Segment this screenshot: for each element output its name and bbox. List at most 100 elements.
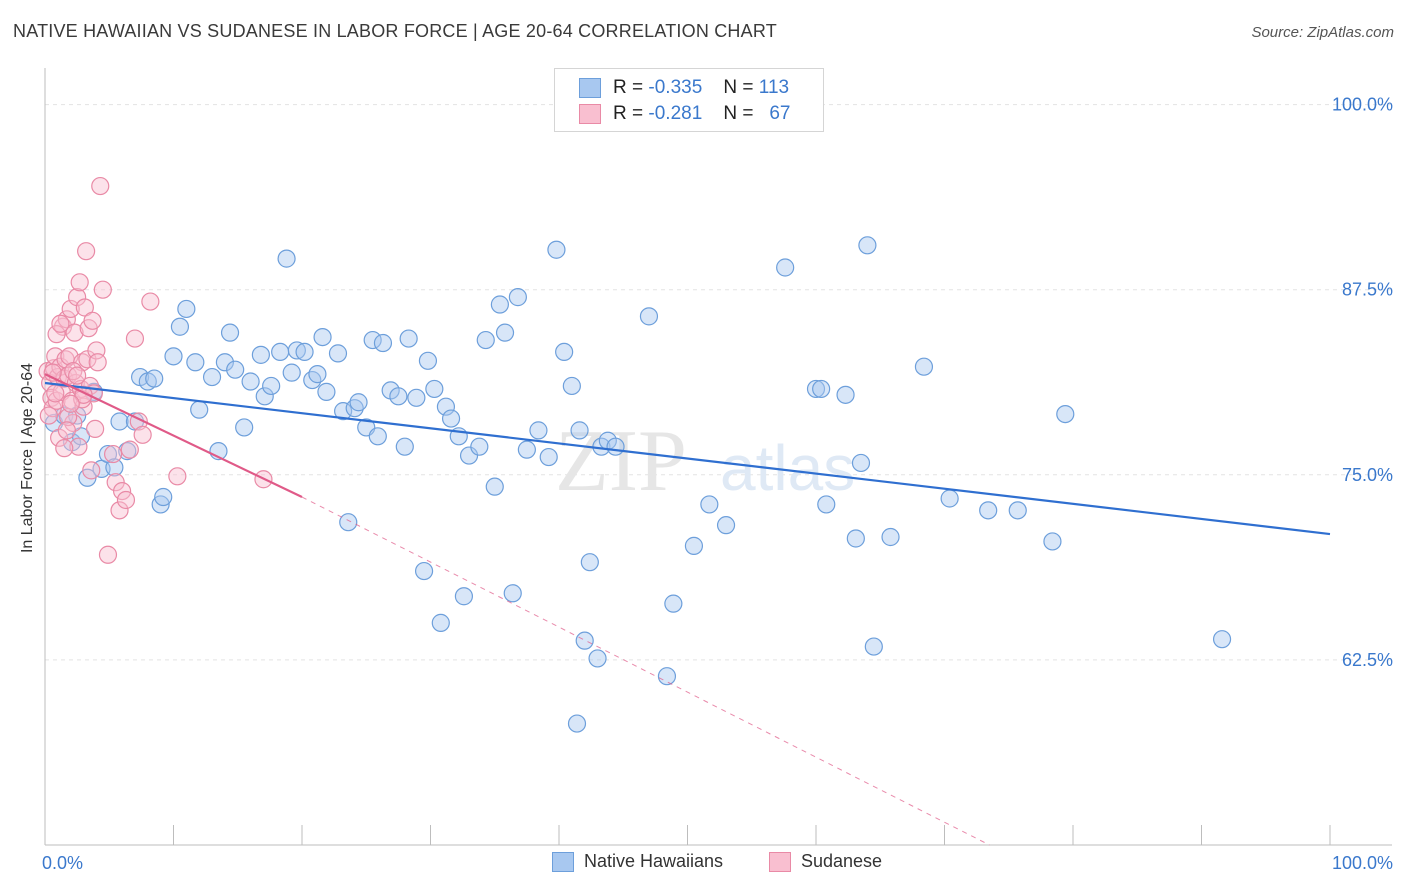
legend-row-sudanese: R = -0.281 N = 67	[579, 102, 790, 126]
data-point	[476, 330, 495, 350]
y-tick-label: 87.5%	[1342, 280, 1393, 300]
data-point	[313, 327, 332, 347]
data-point	[407, 388, 426, 407]
data-point	[154, 487, 173, 507]
legend-swatch-blue	[552, 851, 574, 872]
data-point	[295, 342, 314, 362]
data-point	[277, 249, 296, 268]
source-label: Source: ZipAtlas.com	[1251, 24, 1394, 41]
data-point	[580, 553, 599, 572]
legend-swatch-blue	[579, 78, 601, 98]
legend-label: Sudanese	[801, 851, 883, 871]
data-point	[575, 631, 594, 650]
data-point	[55, 439, 74, 458]
data-point	[588, 649, 607, 668]
data-point	[517, 440, 536, 459]
data-point	[98, 545, 118, 564]
data-point	[215, 353, 234, 372]
series-sudanese	[38, 176, 273, 564]
data-point	[241, 372, 260, 391]
data-point	[606, 437, 625, 456]
x-tick-label: 0.0%	[42, 853, 83, 873]
data-points	[38, 176, 1232, 733]
data-point	[190, 400, 209, 419]
data-point	[186, 353, 205, 372]
data-point	[68, 366, 87, 385]
data-point	[47, 391, 66, 410]
data-point	[235, 418, 254, 437]
watermark-atlas: atlas	[720, 432, 855, 504]
data-point	[220, 323, 240, 342]
legend-swatch-pink	[769, 851, 791, 872]
series-native-hawaiians	[44, 236, 1232, 733]
data-point	[806, 379, 826, 399]
data-point	[562, 376, 581, 396]
watermark: ZIP	[555, 413, 687, 510]
x-tick-label: 100.0%	[1332, 853, 1393, 873]
bottom-legend-sudanese: Sudanese	[769, 851, 882, 872]
data-point	[431, 613, 450, 632]
data-point	[368, 427, 387, 446]
data-point	[70, 273, 89, 292]
data-point	[454, 587, 474, 606]
data-point	[317, 382, 336, 401]
data-point	[170, 317, 190, 336]
data-point	[120, 440, 139, 459]
r-label: R =	[613, 77, 644, 98]
data-point	[151, 495, 170, 514]
data-point	[851, 453, 871, 473]
data-point	[858, 236, 877, 255]
data-point	[83, 311, 102, 330]
data-point	[110, 412, 129, 431]
data-point	[46, 384, 65, 403]
data-point	[125, 329, 145, 348]
data-point	[164, 347, 183, 366]
legend-label: Native Hawaiians	[584, 851, 724, 871]
n-label: N =	[723, 103, 754, 124]
data-point	[77, 242, 96, 261]
data-point	[716, 516, 736, 535]
data-point	[441, 409, 461, 428]
data-point	[570, 421, 589, 440]
data-point	[82, 461, 101, 480]
data-point	[116, 490, 136, 510]
data-point	[50, 428, 69, 447]
n-value: 67	[769, 103, 791, 124]
data-point	[51, 314, 70, 333]
data-point	[503, 584, 522, 603]
data-point	[39, 406, 58, 425]
data-point	[470, 437, 489, 456]
data-point	[817, 495, 836, 514]
data-point	[106, 473, 125, 492]
data-point	[547, 240, 566, 259]
data-point	[328, 344, 348, 363]
chart-title: NATIVE HAWAIIAN VS SUDANESE IN LABOR FOR…	[13, 21, 777, 41]
data-point	[93, 280, 112, 299]
data-point	[255, 387, 274, 406]
data-point	[271, 342, 290, 362]
data-point	[389, 387, 408, 406]
data-point	[168, 467, 187, 486]
data-point	[57, 421, 76, 440]
data-point	[339, 513, 358, 532]
data-point	[141, 292, 160, 311]
y-tick-label: 75.0%	[1342, 465, 1393, 485]
data-point	[914, 357, 934, 376]
data-point	[776, 258, 795, 277]
trend-line	[44, 381, 1331, 536]
data-point	[287, 341, 306, 360]
trend-line	[44, 373, 303, 499]
data-point	[86, 419, 105, 439]
gridlines	[45, 104, 1392, 661]
data-point	[61, 299, 80, 319]
data-point	[61, 394, 80, 413]
data-point	[836, 385, 855, 404]
data-point	[105, 458, 124, 477]
correlation-legend: R = -0.335 N = 113 R = -0.281 N = 67	[554, 68, 824, 132]
r-value: -0.335	[648, 77, 703, 98]
axes	[44, 68, 1392, 846]
data-point	[881, 527, 900, 547]
data-point	[399, 329, 418, 348]
data-point	[145, 369, 164, 388]
